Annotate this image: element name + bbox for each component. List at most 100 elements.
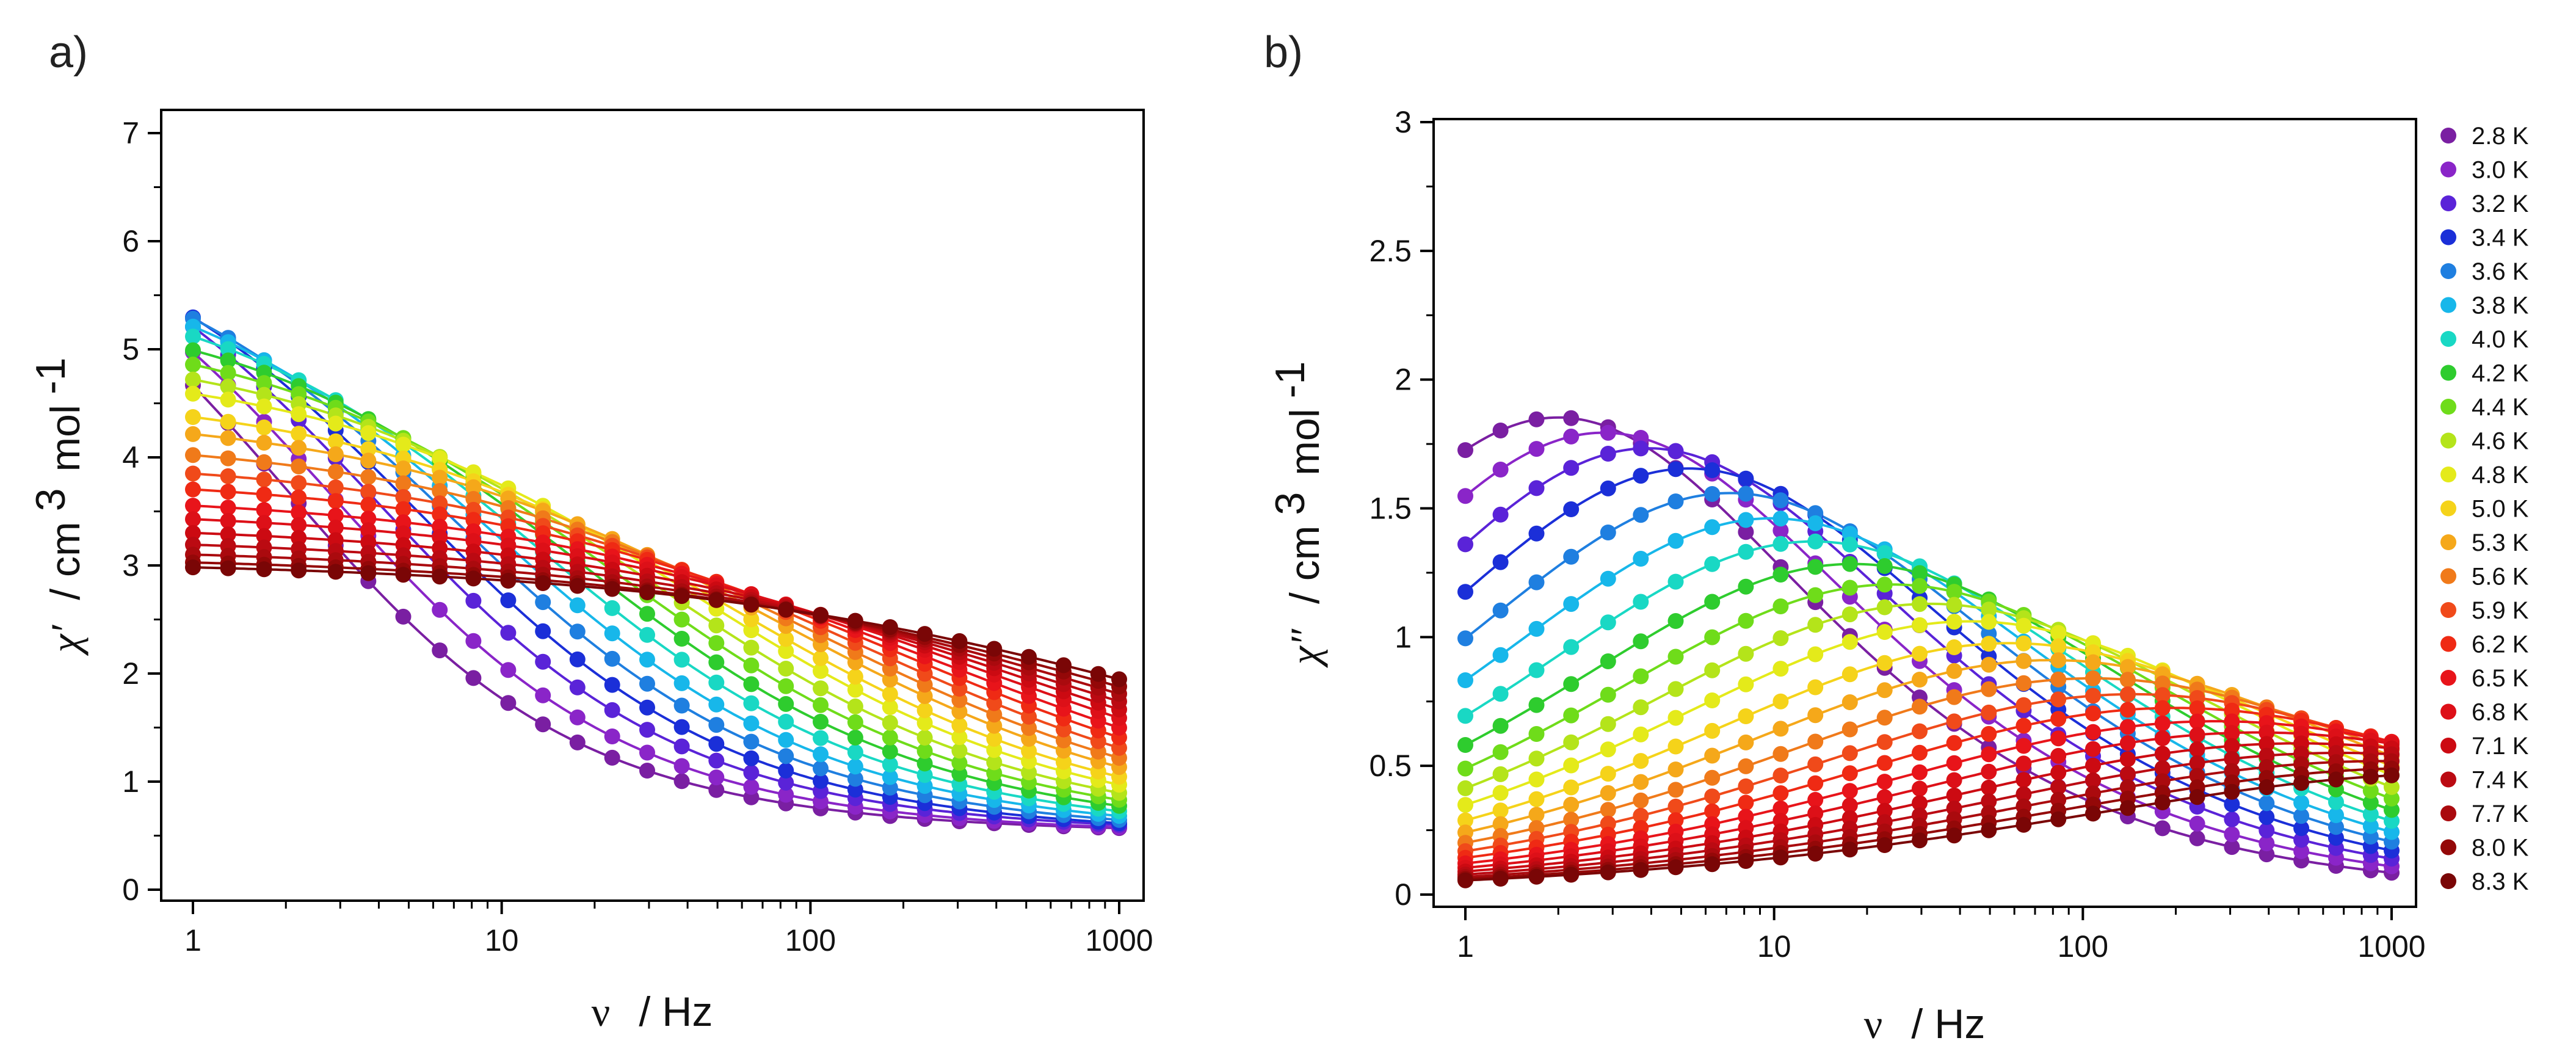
panel-b-data-point xyxy=(1807,733,1824,750)
panel-a-data-point xyxy=(535,653,551,670)
panel-b-xtick-label: 100 xyxy=(2058,929,2108,964)
panel-a-data-point xyxy=(220,484,236,500)
panel-b-data-point xyxy=(1946,639,1962,655)
panel-b-data-point xyxy=(1600,716,1616,732)
panel-a-data-point xyxy=(535,623,551,639)
panel-a-data-point xyxy=(360,425,377,441)
panel-b-data-point xyxy=(2384,802,2400,818)
panel-b-data-point xyxy=(2050,791,2067,808)
panel-b-data-point xyxy=(1600,480,1616,496)
panel-b-data-point xyxy=(1492,423,1509,438)
panel-a-data-point xyxy=(673,697,690,714)
panel-a-data-point xyxy=(639,763,655,779)
panel-b-data-point xyxy=(1492,744,1509,760)
panel-a-data-point xyxy=(291,440,307,456)
panel-a-data-point xyxy=(220,526,236,543)
panel-a-data-point xyxy=(432,568,448,585)
panel-b-data-point xyxy=(2362,783,2379,799)
panel-b-data-point xyxy=(1738,485,1754,502)
panel-b-data-point xyxy=(1704,788,1721,805)
panel-b-data-point xyxy=(1738,578,1754,595)
panel-a-data-point xyxy=(291,458,307,474)
panel-a-data-point xyxy=(743,611,760,628)
panel-b-data-point xyxy=(1912,832,1928,849)
panel-b-ytick-label: 0 xyxy=(1395,877,1412,912)
panel-a-data-point xyxy=(327,433,344,449)
panel-a-data-point xyxy=(813,607,829,623)
panel-a-data-point xyxy=(395,608,412,625)
panel-b-data-point xyxy=(2224,738,2240,754)
panel-a-data-point xyxy=(604,625,620,642)
panel-b-data-point xyxy=(1876,599,1893,616)
legend-marker xyxy=(2440,500,2456,517)
panel-b-data-point xyxy=(1528,697,1545,713)
panel-b-data-point xyxy=(1981,636,1997,652)
chart-panel-a: 1 10 100 1000 0 1 2 3 4 5 6 7 χ′ / cm 3 mol -1 ν / … xyxy=(27,109,1153,1035)
panel-b-data-point xyxy=(2050,730,2067,747)
panel-b-data-point xyxy=(1492,717,1509,734)
panel-a-data-point xyxy=(220,468,236,484)
panel-a-data-point xyxy=(639,627,655,643)
panel-a-data-point xyxy=(220,341,236,357)
panel-a-data-point xyxy=(432,483,448,499)
panel-b-data-point xyxy=(1946,614,1962,630)
panel-a-data-point xyxy=(360,510,377,527)
panel-b-data-point xyxy=(1841,841,1858,858)
panel-b-data-point xyxy=(1946,597,1962,613)
panel-a-data-point xyxy=(743,695,760,711)
panel-b-data-point xyxy=(1633,807,1649,824)
panel-b-data-point xyxy=(1600,424,1616,441)
panel-b-data-point xyxy=(1704,747,1721,764)
panel-a-data-point xyxy=(220,352,236,369)
panel-b-data-point xyxy=(1876,774,1893,790)
panel-b-data-point xyxy=(1841,694,1858,710)
panel-b-data-point xyxy=(1563,460,1580,476)
panel-b-data-point xyxy=(1841,606,1858,623)
panel-b-data-point xyxy=(1563,734,1580,750)
panel-a-data-point xyxy=(778,762,794,779)
panel-a-data-point xyxy=(778,714,794,730)
panel-b-data-point xyxy=(1876,837,1893,853)
panel-a-data-point xyxy=(1021,731,1037,747)
panel-a-data-point xyxy=(604,728,620,744)
panel-b-data-point xyxy=(1946,689,1962,705)
panel-b-data-point xyxy=(1704,519,1721,536)
panel-a-data-point xyxy=(1021,764,1037,780)
panel-a-data-point xyxy=(708,717,725,733)
panel-a-data-point xyxy=(465,570,482,587)
panel-a-data-point xyxy=(432,506,448,523)
panel-a-data-point xyxy=(708,654,725,670)
panel-b-data-point xyxy=(1563,757,1580,774)
panel-a-data-point xyxy=(708,617,725,634)
legend-label: 7.7 K xyxy=(2472,801,2529,827)
panel-a-data-point xyxy=(813,697,829,713)
panel-b-data-point xyxy=(1772,768,1789,783)
panel-a-data-point xyxy=(1056,657,1072,674)
panel-b-data-point xyxy=(1807,775,1824,791)
panel-b-data-point xyxy=(2085,785,2101,802)
panel-b-data-point xyxy=(1633,774,1649,790)
legend-label: 6.5 K xyxy=(2472,665,2529,692)
panel-a-data-point xyxy=(291,475,307,491)
panel-b-data-point xyxy=(1772,598,1789,614)
panel-a-ytick-label: 3 xyxy=(122,548,139,583)
panel-b-data-point xyxy=(1563,866,1580,883)
panel-a-data-point xyxy=(327,463,344,480)
panel-b-data-point xyxy=(1528,726,1545,742)
panel-b-data-point xyxy=(1772,801,1789,816)
panel-b-data-point xyxy=(1946,772,1962,788)
panel-a-xtick-label: 100 xyxy=(785,923,836,957)
panel-a-data-point xyxy=(778,774,794,791)
panel-b-data-point xyxy=(1600,686,1616,703)
panel-b-data-point xyxy=(1667,681,1684,697)
panel-b-data-point xyxy=(1841,721,1858,738)
panel-a-data-point xyxy=(673,719,690,735)
panel-b-data-point xyxy=(1772,510,1789,527)
panel-b-data-point xyxy=(1667,493,1684,510)
panel-a-data-point xyxy=(604,749,620,766)
panel-b-data-point xyxy=(1912,764,1928,780)
legend-marker xyxy=(2440,738,2456,754)
panel-b-data-point xyxy=(1807,617,1824,633)
panel-b-data-point xyxy=(2119,702,2136,718)
panel-a-data-point xyxy=(432,470,448,486)
